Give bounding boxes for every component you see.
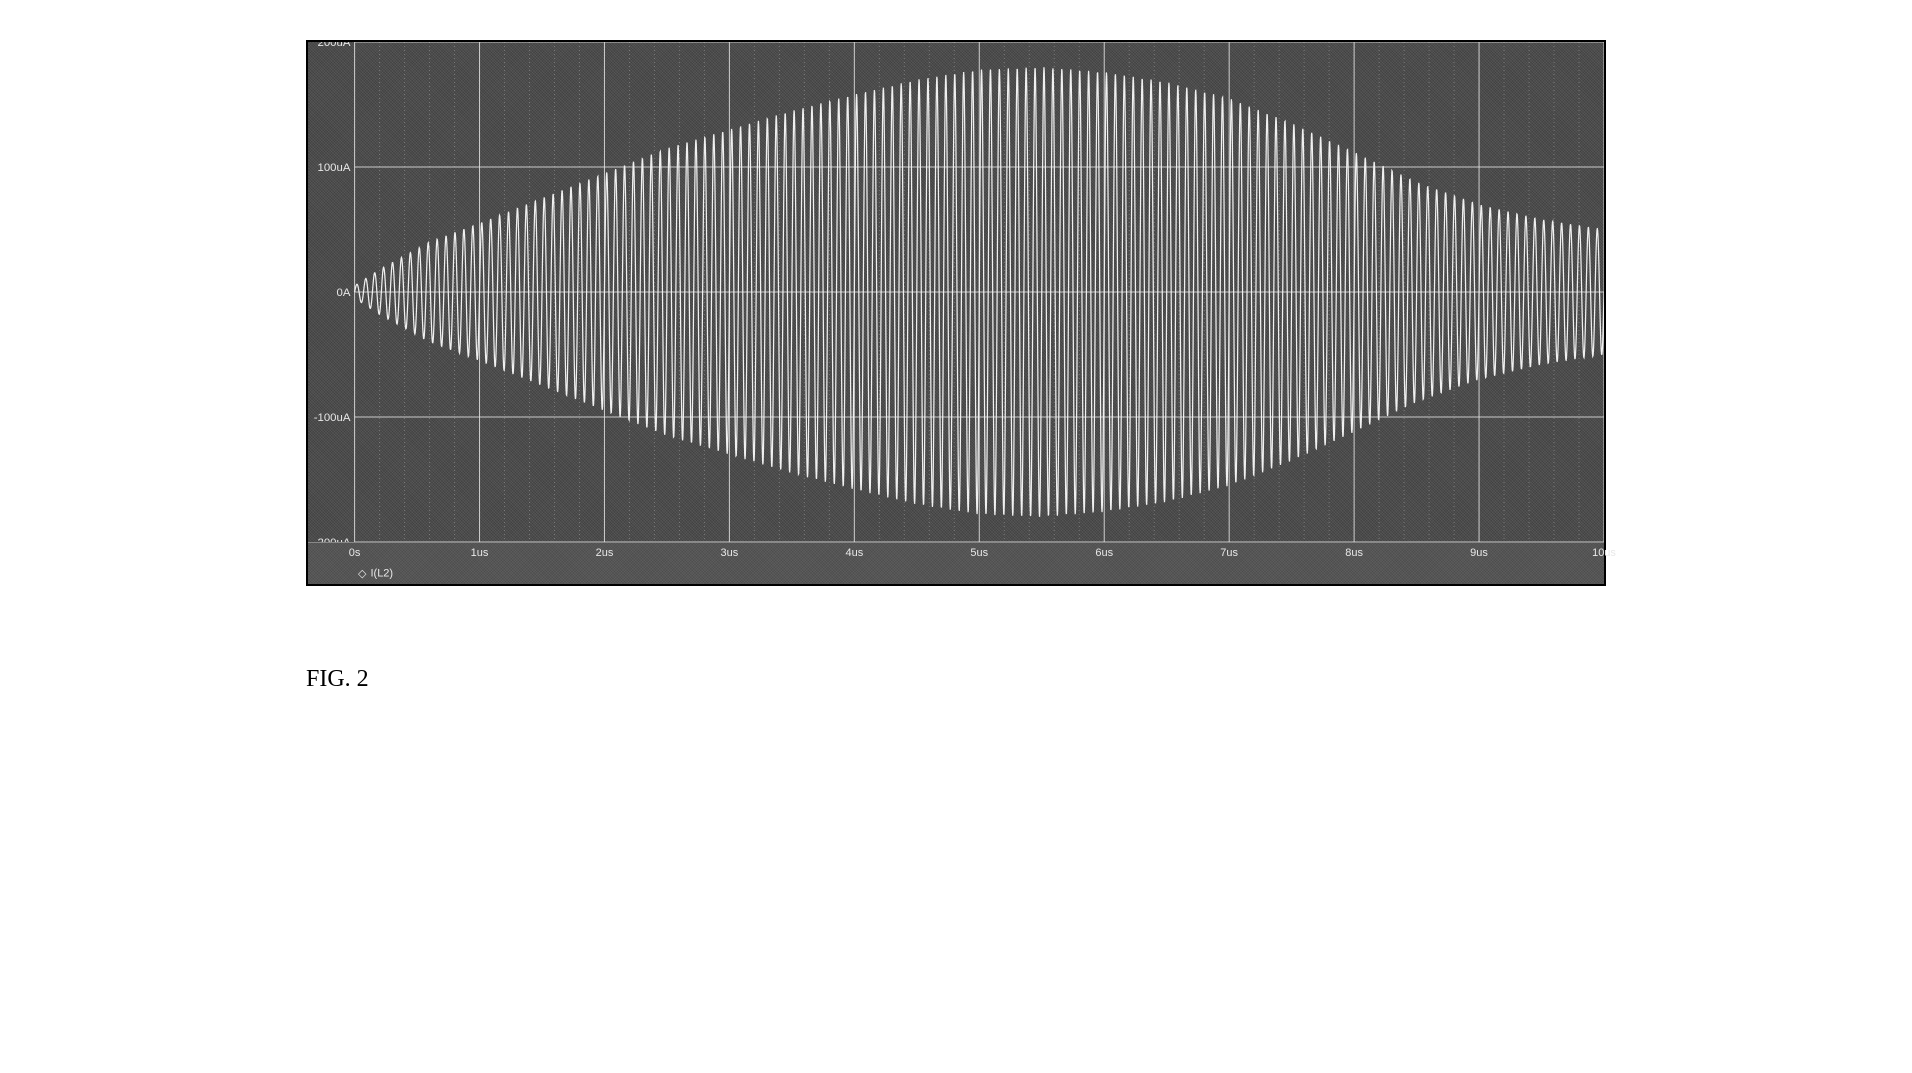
svg-text:-100uA: -100uA [314,412,351,424]
legend-label: I(L2) [370,567,393,579]
x-tick-label: 9us [1470,547,1488,559]
x-tick-label: 10us [1592,547,1616,559]
plot-area: -200uA-100uA0A100uA200uA [308,42,1604,542]
figure-caption: FIG. 2 [306,666,1606,693]
trace-legend: ◇ I(L2) [358,567,393,580]
oscilloscope-frame: -200uA-100uA0A100uA200uA ◇I(L2) 0s1us2us… [306,40,1606,586]
x-tick-label: 3us [721,547,739,559]
x-tick-label: 0s [349,547,361,559]
x-axis-strip: ◇I(L2) 0s1us2us3us4us5us6us7us8us9us10us [308,542,1604,584]
x-tick-label: 4us [845,547,863,559]
svg-text:0A: 0A [337,287,351,299]
x-tick-label: 7us [1220,547,1238,559]
x-tick-label: 6us [1095,547,1113,559]
x-tick-label: 5us [970,547,988,559]
svg-text:200uA: 200uA [318,42,351,49]
legend-marker-icon: ◇ [358,567,366,580]
figure-container: -200uA-100uA0A100uA200uA ◇I(L2) 0s1us2us… [306,40,1606,693]
x-tick-label: 1us [471,547,489,559]
svg-text:100uA: 100uA [318,162,351,174]
x-tick-label: 2us [596,547,614,559]
waveform-plot: -200uA-100uA0A100uA200uA [308,42,1604,542]
x-tick-label: 8us [1345,547,1363,559]
